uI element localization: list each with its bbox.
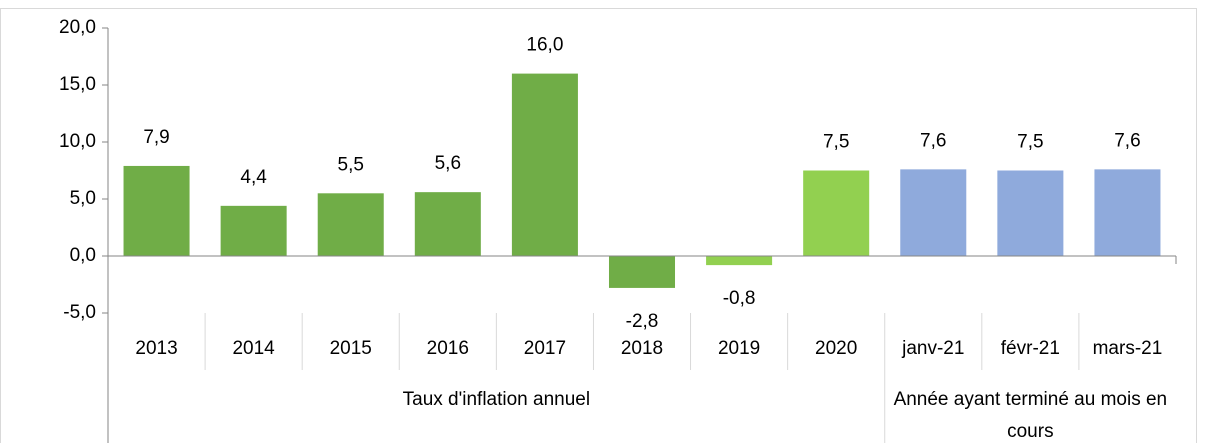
y-tick-label: 20,0 <box>59 17 96 38</box>
x-tick-label: janv-21 <box>901 338 964 359</box>
bar <box>414 192 481 256</box>
value-label: 7,9 <box>143 127 169 148</box>
x-tick-label: 2018 <box>621 338 663 359</box>
value-label: -0,8 <box>723 288 756 309</box>
bar <box>511 73 578 256</box>
value-label: 7,5 <box>1017 132 1043 153</box>
value-label: 7,5 <box>823 132 849 153</box>
value-label: 16,0 <box>526 35 563 56</box>
bar <box>997 170 1064 256</box>
bar <box>220 205 287 256</box>
x-tick-label: mars-21 <box>1093 338 1163 359</box>
group-label: Année ayant terminé au mois en cours <box>893 389 1168 442</box>
x-tick-label: 2014 <box>232 338 275 359</box>
group-label: Taux d'inflation annuel <box>402 389 591 410</box>
x-tick-label: 2016 <box>427 338 469 359</box>
y-tick-label: 0,0 <box>70 245 96 266</box>
x-tick-label: 2015 <box>330 338 372 359</box>
x-tick-label: 2020 <box>815 338 857 359</box>
x-tick-label: févr-21 <box>1001 338 1060 359</box>
value-label: 7,6 <box>1114 130 1140 151</box>
value-label: -2,8 <box>626 311 659 332</box>
chart-border <box>0 8 1197 443</box>
bar <box>803 170 870 256</box>
x-tick-label: 2019 <box>718 338 760 359</box>
value-label: 4,4 <box>240 167 267 188</box>
x-tick-label: 2013 <box>135 338 177 359</box>
bar <box>900 169 967 256</box>
bar <box>123 165 190 256</box>
y-tick-label: 15,0 <box>59 74 96 95</box>
y-tick-label: 5,0 <box>70 188 96 209</box>
bar <box>317 193 384 256</box>
bar <box>1094 169 1161 256</box>
x-tick-label: 2017 <box>524 338 566 359</box>
value-label: 5,5 <box>338 154 364 175</box>
bar <box>608 256 676 288</box>
y-tick-label: 10,0 <box>59 131 96 152</box>
y-tick-label: -5,0 <box>63 302 96 323</box>
value-label: 7,6 <box>920 130 946 151</box>
bar <box>706 256 773 266</box>
value-label: 5,6 <box>435 153 461 174</box>
